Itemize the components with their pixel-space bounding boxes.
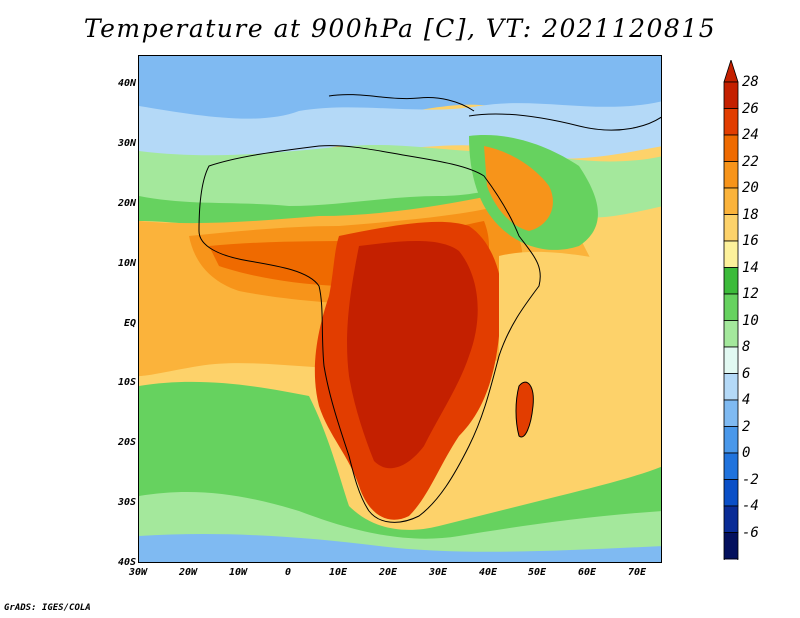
lon-label-30e: 30E	[428, 567, 448, 578]
colorbar-tick-label: -2	[742, 471, 759, 488]
colorbar-tick-label: 26	[742, 100, 759, 117]
mediterranean-coastline	[328, 94, 475, 112]
lon-label-30w: 30W	[128, 567, 148, 578]
colorbar-swatch	[723, 81, 739, 109]
colorbar-swatch	[723, 240, 739, 268]
lat-label-10s: 10S	[117, 377, 136, 388]
indian-ocean-warm	[499, 251, 661, 471]
lat-label-30s: 30S	[117, 497, 136, 508]
colorbar-swatch	[723, 479, 739, 507]
colorbar-bottom-arrow	[723, 558, 739, 560]
colorbar-swatch	[723, 426, 739, 454]
colorbar-swatch	[723, 187, 739, 215]
red-sea-hot	[484, 146, 553, 231]
colorbar-swatch	[723, 399, 739, 427]
colorbar	[723, 60, 739, 560]
colorbar-swatch	[723, 161, 739, 189]
lon-label-10w: 10W	[228, 567, 248, 578]
temperature-map	[138, 55, 662, 563]
madagascar-outline	[515, 381, 534, 438]
lat-label-40n: 40N	[117, 78, 136, 89]
colorbar-tick-label: 20	[742, 180, 759, 196]
lat-label-30n: 30N	[117, 138, 136, 149]
colorbar-tick-label: 4	[742, 392, 751, 408]
lon-label-0: 0	[284, 567, 292, 578]
africa-coastline	[198, 145, 541, 523]
colorbar-swatch	[723, 532, 739, 560]
lat-label-10n: 10N	[117, 258, 136, 269]
colorbar-tick-label: 10	[742, 312, 759, 329]
colorbar-swatch	[723, 505, 739, 533]
colorbar-swatch	[723, 293, 739, 321]
colorbar-tick-label: 12	[742, 286, 759, 302]
colorbar-swatch	[723, 373, 739, 401]
colorbar-swatch	[723, 214, 739, 242]
lat-label-20n: 20N	[117, 198, 136, 209]
lon-label-20e: 20E	[378, 567, 398, 578]
colorbar-tick-label: 24	[742, 127, 759, 143]
lon-label-70e: 70E	[627, 567, 647, 578]
lon-label-50e: 50E	[527, 567, 547, 578]
colorbar-tick-label: -4	[742, 498, 759, 514]
colorbar-swatch	[723, 320, 739, 348]
southern-ocean-blue	[139, 534, 661, 562]
lon-label-40e: 40E	[478, 567, 498, 578]
lon-label-60e: 60E	[577, 567, 597, 578]
lon-label-20w: 20W	[178, 567, 198, 578]
lat-label-eq: EQ	[123, 318, 136, 329]
colorbar-swatch	[723, 346, 739, 374]
eurasia-coastline	[468, 113, 661, 131]
map-title: Temperature at 900hPa [C], VT: 202112081…	[83, 14, 717, 43]
colorbar-swatch	[723, 452, 739, 480]
lat-label-40s: 40S	[117, 557, 136, 568]
continental-hottest-core	[347, 241, 478, 469]
colorbar-tick-label: 16	[742, 233, 759, 249]
colorbar-swatch	[723, 134, 739, 162]
colorbar-tick-label: 28	[742, 74, 759, 90]
credit-text: GrADS: IGES/COLA	[4, 603, 91, 613]
colorbar-tick-label: 2	[742, 418, 751, 435]
colorbar-tick-label: 6	[742, 365, 751, 382]
lat-label-20s: 20S	[117, 437, 136, 448]
colorbar-tick-label: 8	[742, 339, 751, 355]
colorbar-swatch	[723, 108, 739, 136]
colorbar-swatch	[723, 267, 739, 295]
colorbar-top-arrow	[723, 60, 739, 83]
lon-label-10e: 10E	[328, 567, 348, 578]
colorbar-tick-label: 14	[742, 259, 759, 276]
colorbar-tick-label: -6	[742, 524, 759, 541]
colorbar-tick-label: 18	[742, 206, 759, 223]
colorbar-tick-label: 0	[742, 445, 751, 461]
colorbar-tick-label: 22	[742, 153, 759, 170]
